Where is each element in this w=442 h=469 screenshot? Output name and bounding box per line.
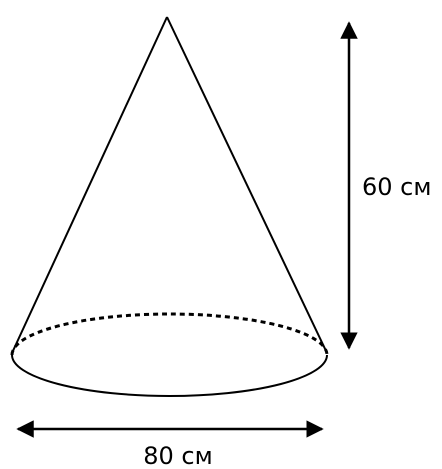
cone-base-back-dashed (10, 312, 329, 356)
diameter-label: 80 см (143, 442, 212, 469)
cone-right-side (166, 16, 328, 354)
cone-left-side (11, 16, 168, 354)
cone-base-front (11, 354, 328, 397)
height-label: 60 см (362, 173, 431, 201)
